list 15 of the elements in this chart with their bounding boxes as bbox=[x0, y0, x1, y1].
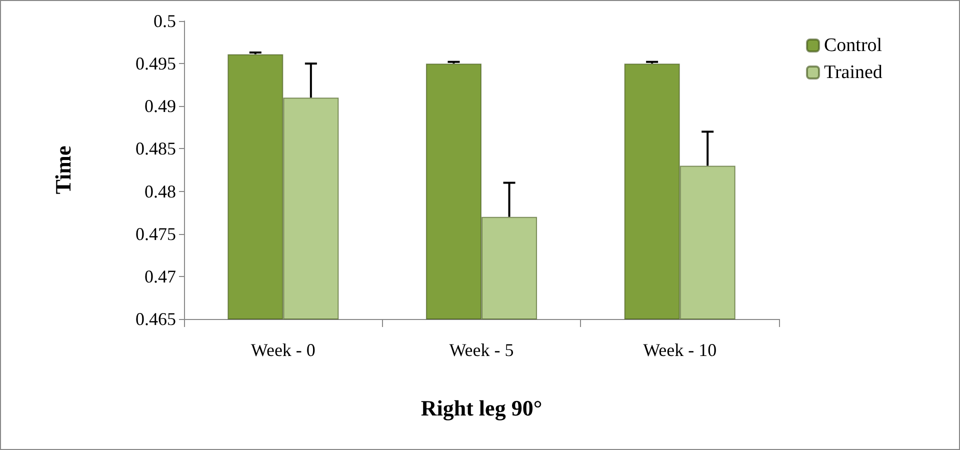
x-tick-label: Week - 10 bbox=[643, 340, 717, 360]
y-tick-label: 0.485 bbox=[136, 138, 176, 159]
x-axis-title: Right leg 90° bbox=[420, 396, 542, 420]
legend-label: Control bbox=[824, 35, 882, 56]
y-axis-title: Time bbox=[50, 146, 76, 194]
y-tick-label: 0.5 bbox=[154, 11, 176, 31]
y-tick-label: 0.48 bbox=[144, 181, 176, 202]
x-tick-label: Week - 5 bbox=[449, 340, 514, 360]
y-tick-label: 0.47 bbox=[144, 266, 176, 286]
y-tick-label: 0.49 bbox=[144, 96, 176, 116]
x-tick-label: Week - 0 bbox=[250, 340, 316, 360]
y-tick-label: 0.495 bbox=[136, 54, 176, 74]
y-tick-label: 0.465 bbox=[136, 309, 176, 329]
y-tick-label: 0.475 bbox=[136, 224, 176, 244]
legend-label: Trained bbox=[824, 62, 883, 83]
